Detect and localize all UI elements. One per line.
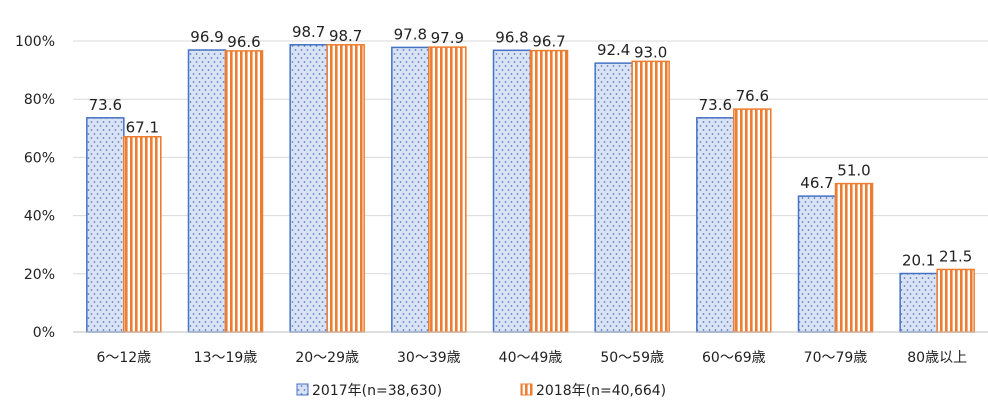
x-category-label: 60～69歳 — [702, 350, 766, 366]
legend: 2017年(n=38,630) 2018年(n=40,664) — [296, 383, 666, 399]
x-category-label: 80歳以上 — [907, 350, 967, 366]
bar-2017 — [391, 46, 430, 333]
legend-swatch-2018 — [520, 383, 533, 396]
data-label-2018: 67.1 — [126, 119, 159, 137]
data-label-2018: 93.0 — [634, 43, 667, 61]
bar-2017 — [187, 49, 227, 333]
bar-2018 — [529, 49, 569, 333]
data-label-2018: 51.0 — [837, 162, 870, 180]
data-label-2017: 92.4 — [597, 41, 630, 59]
data-label-2017: 46.7 — [800, 174, 833, 192]
legend-label-2018: 2018年(n=40,664) — [536, 383, 666, 399]
data-label-2018: 98.7 — [329, 27, 362, 45]
y-tick-label: 80% — [24, 92, 55, 108]
bar-2018 — [733, 108, 772, 333]
bar-2017 — [594, 62, 633, 333]
data-label-2017: 96.9 — [190, 28, 223, 46]
legend-label-2017: 2017年(n=38,630) — [312, 383, 442, 399]
bar-2018 — [326, 44, 365, 333]
x-category-label: 40～49歳 — [499, 350, 563, 366]
data-label-2017: 97.8 — [394, 25, 427, 43]
data-label-2018: 76.6 — [736, 87, 769, 105]
x-category-label: 6～12歳 — [96, 350, 151, 366]
bar-2017 — [696, 117, 735, 333]
y-tick-label: 40% — [24, 209, 55, 225]
y-tick-label: 100% — [15, 34, 55, 50]
legend-swatch-2017 — [296, 383, 309, 396]
bar-2017 — [289, 44, 328, 333]
x-category-label: 20～29歳 — [295, 350, 359, 366]
bar-2017 — [492, 49, 532, 333]
data-label-2018: 96.7 — [532, 33, 565, 51]
bar-2017 — [797, 195, 837, 333]
x-category-label: 70～79歳 — [804, 350, 868, 366]
y-axis-tick-labels: 0% 20% 40% 60% 80% 100% — [15, 34, 55, 341]
legend-item-2017: 2017年(n=38,630) — [296, 383, 442, 399]
bar-2018 — [631, 60, 670, 333]
data-label-2017: 20.1 — [902, 252, 935, 270]
data-label-2018: 21.5 — [939, 247, 972, 265]
bar-2018 — [428, 46, 467, 333]
data-label-2017: 73.6 — [699, 96, 732, 114]
bar-2018 — [936, 268, 975, 333]
data-labels: 73.667.196.9 96.698.7 98.7 97.8 97.9 96.8 96.7… — [89, 23, 973, 270]
data-label-2018: 97.9 — [431, 29, 464, 47]
bars — [86, 44, 975, 333]
y-tick-label: 20% — [24, 267, 55, 283]
data-label-2017: 96.8 — [495, 28, 528, 46]
y-tick-label: 60% — [24, 150, 55, 166]
bar-2017 — [86, 117, 125, 333]
x-category-label: 13～19歳 — [194, 350, 258, 366]
x-axis-category-labels: 6～12歳 13～19歳 20～29歳 30～39歳 40～49歳 50～59歳 60～69… — [96, 350, 967, 366]
bar-2018 — [834, 182, 874, 333]
bar-2017 — [899, 272, 938, 333]
data-label-2017: 98.7 — [292, 23, 325, 41]
x-category-label: 30～39歳 — [397, 350, 461, 366]
data-label-2017: 73.6 — [89, 96, 122, 114]
legend-item-2018: 2018年(n=40,664) — [520, 383, 666, 399]
y-tick-label: 0% — [33, 325, 55, 341]
bar-2018 — [123, 135, 162, 333]
data-label-2018: 96.6 — [227, 33, 260, 51]
x-category-label: 50～59歳 — [600, 350, 664, 366]
bar-2018 — [224, 50, 264, 333]
